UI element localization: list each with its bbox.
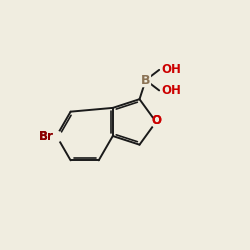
Text: Br: Br	[39, 130, 54, 142]
Text: O: O	[151, 114, 161, 127]
Text: OH: OH	[161, 84, 181, 97]
Text: B: B	[141, 74, 150, 87]
Text: Br: Br	[39, 130, 54, 142]
Text: O: O	[151, 114, 161, 127]
Text: OH: OH	[161, 63, 181, 76]
